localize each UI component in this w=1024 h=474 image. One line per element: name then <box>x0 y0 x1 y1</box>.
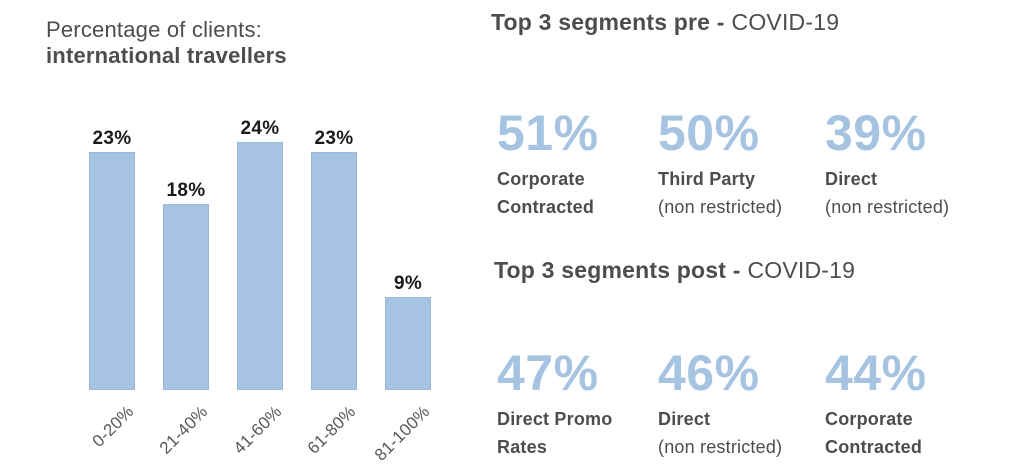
bar <box>237 142 283 390</box>
section-title-pre-bold: Top 3 segments pre - <box>491 9 725 35</box>
stat-pre-3-label: Direct (non restricted) <box>825 169 950 217</box>
stat-post-1: 47% Direct Promo Rates <box>497 348 667 461</box>
stat-post-1-label: Direct Promo Rates <box>497 409 613 457</box>
stat-pre-1-value: 51% <box>497 105 599 161</box>
stat-pre-1: 51% Corporate Contracted <box>497 108 667 221</box>
stat-post-1-value: 47% <box>497 345 599 401</box>
bar-value-label: 18% <box>166 180 206 201</box>
stat-pre-3: 39% Direct (non restricted) <box>825 108 995 221</box>
x-axis-tick-label: 0-20% <box>88 402 138 451</box>
section-title-pre-regular: COVID-19 <box>731 9 840 35</box>
chart-title-line2: international travellers <box>46 43 287 68</box>
chart-title-line1: Percentage of clients: <box>46 17 262 42</box>
bar-value-label: 23% <box>92 128 132 149</box>
bar-chart: 23% 0-20% 18% 21-40% 24% 41-60% 23% 61-80% 9% 81-… <box>0 0 474 474</box>
bar-value-label: 23% <box>314 128 354 149</box>
stat-post-3-value: 44% <box>825 345 927 401</box>
section-title-post-regular: COVID-19 <box>747 257 856 283</box>
stat-pre-2-label: Third Party (non restricted) <box>658 169 783 217</box>
bar <box>163 204 209 390</box>
bar <box>89 152 135 390</box>
stat-post-2-value: 46% <box>658 345 760 401</box>
x-axis-tick-label: 41-60% <box>229 402 286 458</box>
section-title-post-bold: Top 3 segments post - <box>494 257 741 283</box>
section-title-post-covid: Top 3 segments post - COVID-19 <box>494 257 855 284</box>
bar <box>385 297 431 390</box>
bar <box>311 152 357 390</box>
stat-pre-2-value: 50% <box>658 105 760 161</box>
section-title-pre-covid: Top 3 segments pre - COVID-19 <box>491 9 839 36</box>
bar-value-label: 24% <box>240 118 280 139</box>
stat-post-2: 46% Direct (non restricted) <box>658 348 828 461</box>
x-axis-tick-label: 61-80% <box>303 402 360 458</box>
bar-value-label: 9% <box>393 273 423 294</box>
chart-title: Percentage of clients: international tra… <box>46 17 287 69</box>
stat-post-3-label: Corporate Contracted <box>825 409 923 457</box>
stat-pre-1-label: Corporate Contracted <box>497 169 595 217</box>
x-axis-tick-label: 81-100% <box>370 402 434 465</box>
stat-pre-3-value: 39% <box>825 105 927 161</box>
stat-post-3: 44% Corporate Contracted <box>825 348 995 461</box>
x-axis-tick-label: 21-40% <box>155 402 212 458</box>
stat-post-2-label: Direct (non restricted) <box>658 409 783 457</box>
stat-pre-2: 50% Third Party (non restricted) <box>658 108 828 221</box>
